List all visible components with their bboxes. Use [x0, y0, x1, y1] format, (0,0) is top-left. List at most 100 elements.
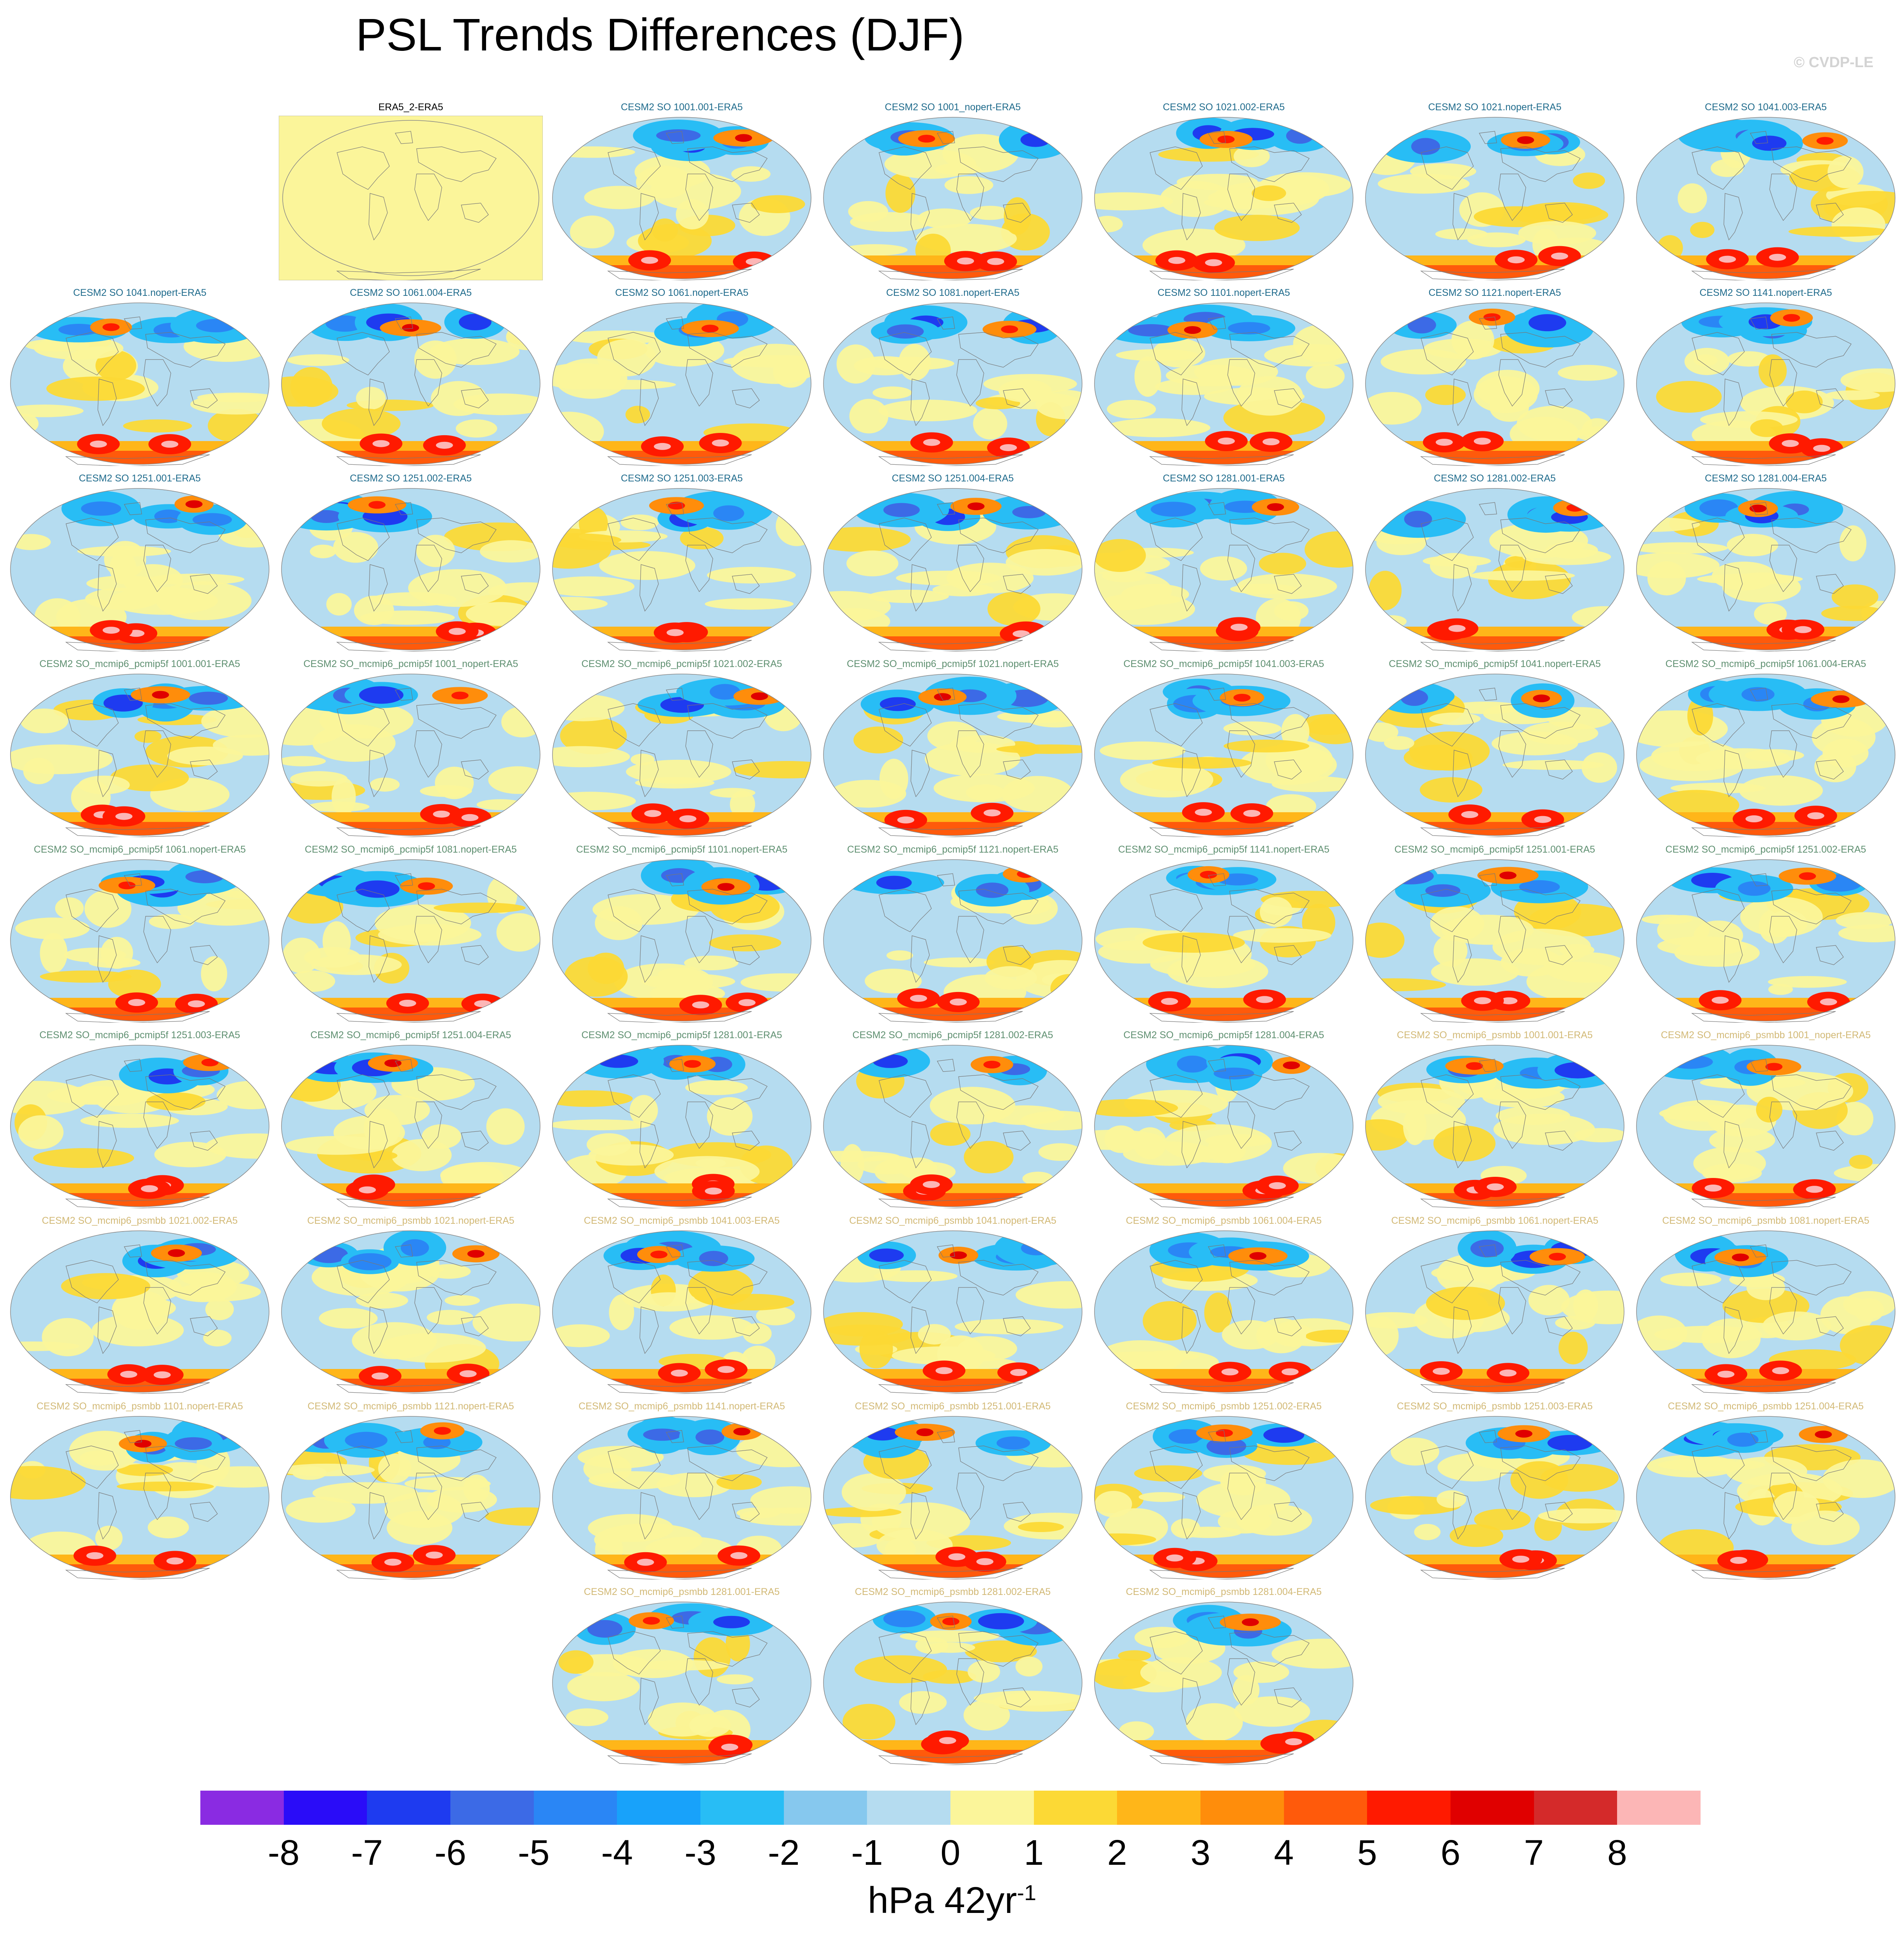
coastline — [1500, 332, 1581, 368]
coastline — [395, 502, 413, 515]
field-anomaly — [1762, 1311, 1831, 1341]
panel-title: CESM2 SO_mcmip6_psmbb 1121.nopert-ERA5 — [307, 1401, 514, 1412]
panel-title: CESM2 SO 1041.003-ERA5 — [1704, 102, 1827, 113]
field-anomaly — [552, 1193, 811, 1207]
field-anomaly — [1094, 451, 1353, 464]
field-anomaly — [1365, 822, 1624, 836]
field-anomaly — [326, 593, 352, 616]
coastline — [1771, 146, 1852, 182]
coastline — [1691, 269, 1836, 280]
coastline — [937, 131, 955, 144]
map-plot — [823, 1416, 1082, 1579]
field-layer — [10, 303, 269, 464]
coastline — [608, 1260, 661, 1303]
field-anomaly — [1636, 1193, 1895, 1207]
map-panel: CESM2 SO 1251.003-ERA5 — [550, 473, 814, 651]
colorbar-tick-label: -6 — [434, 1833, 466, 1873]
globe-outline — [281, 674, 540, 836]
field-anomaly — [312, 1482, 418, 1504]
panel-title: CESM2 SO_mcmip6_psmbb 1021.002-ERA5 — [42, 1215, 238, 1226]
map-plot — [1094, 302, 1353, 466]
globe-outline — [823, 1045, 1082, 1207]
field-anomaly — [116, 1481, 214, 1492]
field-layer — [1094, 674, 1353, 836]
coastline — [414, 359, 442, 407]
field-anomaly — [474, 1000, 492, 1008]
coastline — [879, 703, 932, 747]
coastline — [395, 131, 413, 144]
map-panel: CESM2 SO_mcmip6_psmbb 1061.004-ERA5 — [1092, 1215, 1356, 1394]
coastline — [1003, 388, 1031, 408]
field-anomaly — [552, 1119, 651, 1131]
coastline — [66, 332, 119, 375]
field-anomaly — [433, 902, 526, 913]
coastline — [1229, 703, 1310, 739]
globe-outline — [281, 302, 540, 465]
coastline — [1227, 174, 1255, 221]
field-anomaly — [1831, 207, 1886, 242]
map-plot — [823, 488, 1082, 651]
map-panel: CESM2 SO 1141.nopert-ERA5 — [1634, 287, 1898, 466]
coastline — [685, 174, 713, 221]
coastline — [368, 379, 388, 426]
field-layer — [1094, 303, 1353, 464]
coastline — [666, 131, 684, 144]
field-anomaly — [402, 324, 419, 332]
panel-title: CESM2 SO 1021.nopert-ERA5 — [1428, 102, 1562, 113]
coastline — [1003, 1687, 1031, 1708]
coastline — [732, 574, 760, 594]
colorbar-swatch — [1534, 1791, 1617, 1825]
coastline — [1003, 759, 1031, 780]
coastline — [65, 825, 210, 837]
coastline — [685, 916, 713, 964]
field-anomaly — [359, 686, 404, 704]
field-anomaly — [946, 563, 1034, 594]
field-anomaly — [81, 501, 122, 516]
field-anomaly — [880, 697, 916, 711]
panel-title: CESM2 SO_mcmip6_psmbb 1251.004-ERA5 — [1668, 1401, 1864, 1412]
field-anomaly — [846, 550, 898, 577]
field-anomaly — [34, 337, 123, 360]
coastline — [1421, 146, 1474, 190]
coastline — [1150, 1074, 1203, 1118]
field-anomaly — [854, 356, 917, 375]
coastline — [958, 1074, 1039, 1110]
panel-title: CESM2 SO_mcmip6_psmbb 1251.003-ERA5 — [1397, 1401, 1593, 1412]
colorbar-swatch — [950, 1791, 1034, 1825]
field-anomaly — [823, 1312, 903, 1337]
globe-outline — [823, 674, 1082, 836]
coastline — [1229, 1445, 1310, 1481]
field-anomaly — [1754, 603, 1787, 625]
field-anomaly — [84, 889, 132, 928]
coastline — [65, 1197, 210, 1208]
field-anomaly — [203, 1329, 232, 1346]
globe-outline — [823, 1602, 1082, 1764]
coastline — [1421, 703, 1474, 747]
coastline — [1750, 502, 1768, 515]
coastline — [461, 574, 489, 594]
map-panel: CESM2 SO_mcmip6_psmbb 1251.002-ERA5 — [1092, 1401, 1356, 1579]
field-anomaly — [552, 1090, 633, 1107]
coastline — [1500, 1074, 1581, 1110]
field-anomaly — [1657, 936, 1747, 956]
coastline — [368, 193, 388, 241]
colorbar-tick-label: 2 — [1107, 1833, 1127, 1873]
field-anomaly — [1390, 1437, 1439, 1466]
map-panel: CESM2 SO_mcmip6_pcmip5f 1281.001-ERA5 — [550, 1030, 814, 1208]
coastline — [608, 518, 661, 561]
field-anomaly — [865, 968, 922, 994]
field-anomaly — [1272, 776, 1353, 792]
field-anomaly — [950, 1251, 967, 1259]
field-anomaly — [1684, 348, 1730, 375]
coastline — [1229, 332, 1310, 368]
map-plot — [281, 488, 540, 651]
coastline — [879, 332, 932, 375]
field-anomaly — [588, 1471, 680, 1489]
coastline — [1421, 518, 1474, 561]
field-anomaly — [653, 443, 671, 450]
coastline — [879, 1445, 932, 1489]
coastline — [1274, 203, 1302, 223]
panel-title: CESM2 SO 1101.nopert-ERA5 — [1157, 287, 1290, 298]
coastline — [1227, 916, 1255, 964]
field-anomaly — [459, 1370, 477, 1378]
